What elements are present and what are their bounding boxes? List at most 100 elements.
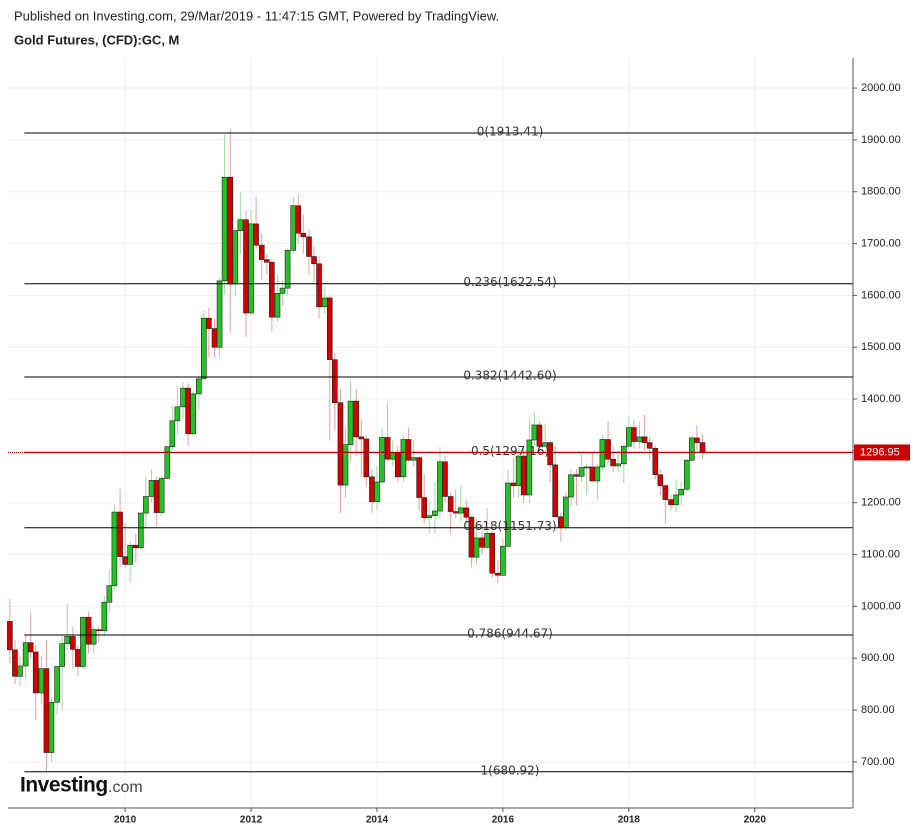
candle-body xyxy=(59,643,65,667)
y-tick-label: 1600.00 xyxy=(861,289,901,301)
candle-body xyxy=(216,280,223,348)
candle-body xyxy=(657,474,664,486)
fib-label: 0.786(944.67) xyxy=(467,627,553,641)
y-tick-label: 1200.00 xyxy=(861,497,901,509)
y-tick-label: 800.00 xyxy=(861,704,895,716)
candle-body xyxy=(589,466,596,482)
candle-body xyxy=(185,387,191,435)
candle-body xyxy=(195,378,202,395)
candle-body xyxy=(43,668,50,753)
candle-body xyxy=(641,436,648,443)
candle-body xyxy=(694,437,700,443)
candle-body xyxy=(237,219,244,231)
candle-body xyxy=(12,649,18,677)
candle-body xyxy=(206,317,212,329)
y-tick-label: 700.00 xyxy=(861,756,895,768)
y-tick-label: 1700.00 xyxy=(861,237,901,249)
candle-body xyxy=(405,439,412,461)
x-tick-label: 2012 xyxy=(240,815,263,826)
candle-body xyxy=(610,458,616,467)
candle-body xyxy=(190,393,196,435)
y-tick-label: 2000.00 xyxy=(861,82,901,94)
last-price-label: 1296.95 xyxy=(860,446,900,458)
candle-body xyxy=(227,176,234,285)
candle-body xyxy=(258,244,265,260)
candle-body xyxy=(646,442,653,449)
candle-body xyxy=(263,259,270,263)
candle-body xyxy=(683,459,690,490)
candle-body xyxy=(221,176,228,282)
candle-body xyxy=(17,665,23,677)
x-tick-label: 2016 xyxy=(492,815,515,826)
candle-body xyxy=(64,636,70,644)
candle-body xyxy=(111,511,118,586)
x-tick-label: 2014 xyxy=(366,815,389,826)
y-tick-label: 1000.00 xyxy=(861,600,901,612)
candle-body xyxy=(180,387,186,408)
candle-body xyxy=(699,442,706,453)
candle-body xyxy=(164,446,171,479)
candle-body xyxy=(636,436,643,442)
candle-body xyxy=(394,452,401,478)
candle-body xyxy=(248,223,254,314)
candle-body xyxy=(342,444,349,486)
candle-body xyxy=(457,507,464,514)
candle-body xyxy=(306,236,312,257)
candle-body xyxy=(38,668,45,694)
candle-body xyxy=(410,457,417,461)
candle-body xyxy=(416,457,422,498)
candle-body xyxy=(321,297,328,308)
y-tick-label: 1900.00 xyxy=(861,134,901,146)
candle-body xyxy=(520,455,527,496)
candle-body xyxy=(253,223,259,246)
candle-body xyxy=(432,510,438,516)
candle-body xyxy=(573,474,580,477)
candle-body xyxy=(384,437,391,460)
candle-body xyxy=(626,427,632,447)
candle-body xyxy=(689,437,695,461)
candle-body xyxy=(243,219,249,314)
candle-body xyxy=(95,629,102,632)
candle-body xyxy=(311,256,317,265)
candle-body xyxy=(547,442,553,466)
candle-body xyxy=(133,544,139,549)
candle-body xyxy=(201,317,207,380)
candle-body xyxy=(652,447,659,476)
y-tick-label: 1500.00 xyxy=(861,341,901,353)
candle-body xyxy=(442,461,448,497)
candle-body xyxy=(515,455,522,486)
candle-body xyxy=(421,497,428,519)
x-tick-label: 2018 xyxy=(618,815,641,826)
candle-body xyxy=(510,482,517,486)
y-tick-label: 900.00 xyxy=(861,652,895,664)
fib-label: 0(1913.41) xyxy=(477,124,544,138)
candle-body xyxy=(452,511,459,514)
x-tick-label: 2020 xyxy=(744,815,767,826)
candle-body xyxy=(473,537,480,558)
candle-body xyxy=(85,616,92,645)
candle-body xyxy=(526,439,533,496)
candle-body xyxy=(447,496,454,512)
candle-body xyxy=(558,516,564,528)
candle-body xyxy=(500,545,506,576)
candle-body xyxy=(269,261,275,318)
candle-body xyxy=(48,701,55,753)
candle-body xyxy=(437,461,443,512)
instrument-title: Gold Futures, (CFD):GC, M xyxy=(14,32,179,47)
fib-label: 0.618(1151.73) xyxy=(463,519,556,533)
candle-body xyxy=(75,649,81,667)
candle-body xyxy=(169,420,176,448)
fib-label: 1(680.92) xyxy=(481,763,540,777)
candle-body xyxy=(143,496,149,514)
candle-body xyxy=(290,205,297,251)
candle-body xyxy=(495,572,501,576)
candle-body xyxy=(358,436,365,440)
candle-body xyxy=(326,297,333,360)
candle-body xyxy=(599,439,606,468)
candle-body xyxy=(489,532,496,574)
candle-body xyxy=(101,601,108,632)
candle-body xyxy=(331,359,338,403)
candle-body xyxy=(122,556,128,565)
candle-body xyxy=(678,488,684,496)
